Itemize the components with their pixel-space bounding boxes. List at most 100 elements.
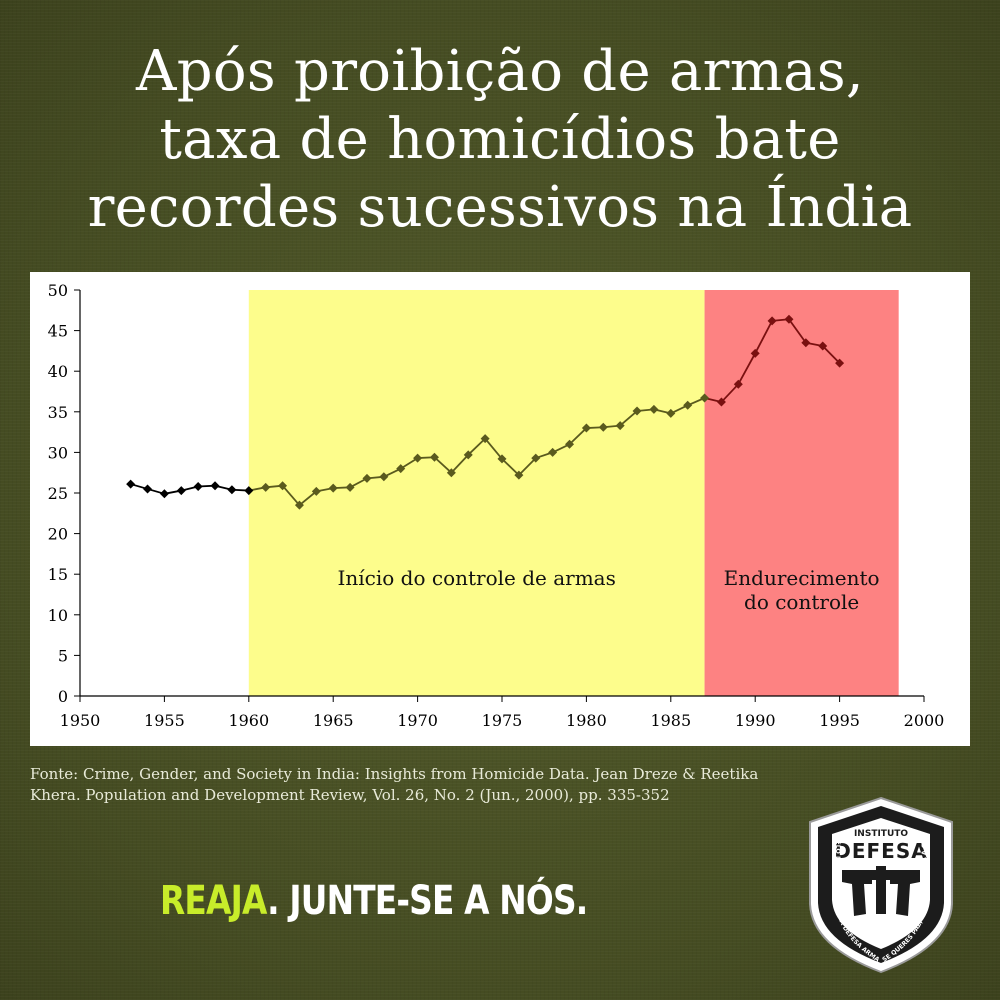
data-point <box>159 489 169 499</box>
data-point <box>210 481 220 491</box>
series-segment <box>400 457 419 470</box>
series-segment <box>720 383 739 403</box>
data-point <box>143 484 153 494</box>
series-segment <box>568 427 588 445</box>
data-point <box>497 454 507 464</box>
crossed-pistols-icon <box>842 866 920 916</box>
y-tick-label: 35 <box>48 403 68 422</box>
data-point <box>429 452 439 462</box>
region-label-tightening-line-2: do controle <box>744 590 859 614</box>
x-tick-label: 1950 <box>60 711 101 730</box>
data-point <box>632 406 642 416</box>
series-segment <box>822 345 841 364</box>
series-segment <box>484 438 503 460</box>
data-point <box>598 422 608 432</box>
data-point <box>581 423 591 433</box>
data-point <box>835 358 845 368</box>
data-point <box>531 453 541 463</box>
data-point <box>413 453 423 463</box>
series-segment <box>501 458 520 476</box>
x-tick-label: 1970 <box>397 711 438 730</box>
data-point <box>784 314 794 324</box>
y-tick-label: 5 <box>58 646 68 665</box>
data-point <box>311 486 321 496</box>
cta-highlight: REAJA <box>160 878 268 924</box>
data-point <box>683 400 693 410</box>
logo-name: DEFESA <box>834 839 927 863</box>
data-point <box>565 439 575 449</box>
data-point <box>362 473 372 483</box>
data-point <box>244 486 254 496</box>
x-tick-label: 1995 <box>819 711 860 730</box>
y-tick-label: 15 <box>48 565 68 584</box>
x-tick-label: 2000 <box>904 711 945 730</box>
data-point <box>328 483 338 493</box>
headline-line-2: taxa de homicídios bate <box>159 107 841 172</box>
region-1 <box>248 290 705 696</box>
call-to-action: REAJA. JUNTE-SE A NÓS. <box>160 878 588 924</box>
data-point <box>700 393 710 403</box>
series-segment <box>619 410 638 427</box>
data-point <box>176 486 186 496</box>
x-tick-label: 1960 <box>228 711 269 730</box>
series-segment <box>433 456 452 474</box>
data-point <box>649 404 659 414</box>
data-point <box>396 464 406 474</box>
region-label-gun-control-start: Início do controle de armas <box>338 566 616 590</box>
chart-panel: 0 5 10 15 20 25 30 35 40 45 50 1950 1955 1960 1965 1970… <box>30 272 970 746</box>
series-segment <box>450 454 469 474</box>
x-tick-label: 1965 <box>313 711 354 730</box>
region-2 <box>704 290 899 696</box>
series-segment <box>281 485 301 506</box>
x-tick-label: 1975 <box>482 711 523 730</box>
data-point <box>446 468 456 478</box>
data-point <box>548 447 558 457</box>
logo-top-text: INSTITUTO <box>854 829 908 839</box>
series-segment <box>788 318 807 344</box>
data-point <box>193 482 203 492</box>
y-tick-label: 50 <box>48 281 68 300</box>
data-point <box>345 482 355 492</box>
x-tick-label: 1990 <box>735 711 776 730</box>
data-point <box>818 341 828 351</box>
y-tick-label: 20 <box>48 525 68 544</box>
series-segment <box>518 457 537 476</box>
y-tick-label: 10 <box>48 606 68 625</box>
data-point <box>615 421 625 431</box>
data-point <box>261 482 271 492</box>
data-point <box>126 479 136 489</box>
headline: Após proibição de armas, taxa de homicíd… <box>0 38 1000 242</box>
data-point <box>227 485 237 495</box>
x-tick-label: 1985 <box>650 711 691 730</box>
y-tick-label: 45 <box>48 322 68 341</box>
y-tick-label: 0 <box>58 687 68 706</box>
region-label-tightening-line-1: Endurecimento <box>724 566 880 590</box>
data-point <box>666 408 676 418</box>
headline-line-3: recordes sucessivos na Índia <box>87 175 913 240</box>
y-tick-label: 30 <box>48 443 68 462</box>
series-segment <box>737 352 756 385</box>
data-point <box>733 379 743 389</box>
cta-rest: . JUNTE-SE A NÓS. <box>267 878 588 924</box>
data-point <box>716 397 726 407</box>
x-tick-label: 1980 <box>566 711 607 730</box>
data-point <box>801 338 811 348</box>
y-tick-label: 25 <box>48 484 68 503</box>
data-point <box>480 434 490 444</box>
homicide-rate-chart: 0 5 10 15 20 25 30 35 40 45 50 1950 1955 1960 1965 1970… <box>48 281 945 730</box>
instituto-defesa-logo: INSTITUTO DEFESA PELO DIREITO À LEGÍTIMA… <box>806 796 953 974</box>
data-point <box>514 470 524 480</box>
data-point <box>294 500 304 510</box>
series-segment <box>298 490 317 506</box>
data-point <box>463 450 473 460</box>
data-point <box>379 472 389 482</box>
data-point <box>278 481 288 491</box>
data-point <box>767 316 777 326</box>
source-citation: Fonte: Crime, Gender, and Society in Ind… <box>30 765 759 804</box>
headline-line-1: Após proibição de armas, <box>136 39 864 104</box>
x-tick-label: 1955 <box>144 711 185 730</box>
series-segment <box>467 437 486 456</box>
series-segment <box>754 320 773 354</box>
y-tick-label: 40 <box>48 362 68 381</box>
data-point <box>750 348 760 358</box>
